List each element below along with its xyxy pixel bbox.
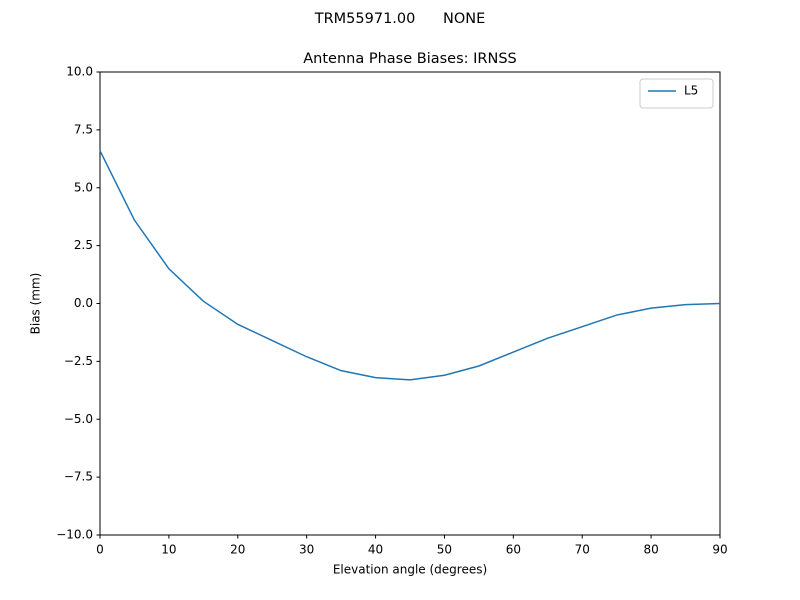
x-tick-label: 80 (643, 543, 658, 557)
x-axis-label: Elevation angle (degrees) (333, 563, 487, 577)
suptitle: TRM55971.00 NONE (314, 11, 486, 27)
y-tick-label: 5.0 (74, 180, 93, 194)
x-tick-label: 10 (161, 543, 176, 557)
y-tick-label: −2.5 (64, 354, 93, 368)
y-tick-label: 2.5 (74, 238, 93, 252)
y-tick-label: −7.5 (64, 470, 93, 484)
y-tick-label: −10.0 (56, 528, 93, 542)
x-tick-label: 60 (506, 543, 521, 557)
x-tick-label: 40 (368, 543, 383, 557)
x-tick-label: 70 (575, 543, 590, 557)
legend-box (639, 78, 714, 109)
legend-label: L5 (684, 84, 698, 98)
y-tick-label: 10.0 (66, 65, 93, 79)
x-tick-label: 20 (230, 543, 245, 557)
y-tick-label: 0.0 (74, 296, 93, 310)
y-tick-label: 7.5 (74, 122, 93, 136)
x-tick-label: 30 (299, 543, 314, 557)
y-axis-label: Bias (mm) (29, 273, 43, 335)
x-tick-label: 0 (96, 543, 104, 557)
line-series (99, 150, 721, 381)
x-tick-label: 90 (712, 543, 727, 557)
y-tick-label: −5.0 (64, 412, 93, 426)
chart-title: Antenna Phase Biases: IRNSS (303, 51, 517, 67)
x-tick-label: 50 (437, 543, 452, 557)
